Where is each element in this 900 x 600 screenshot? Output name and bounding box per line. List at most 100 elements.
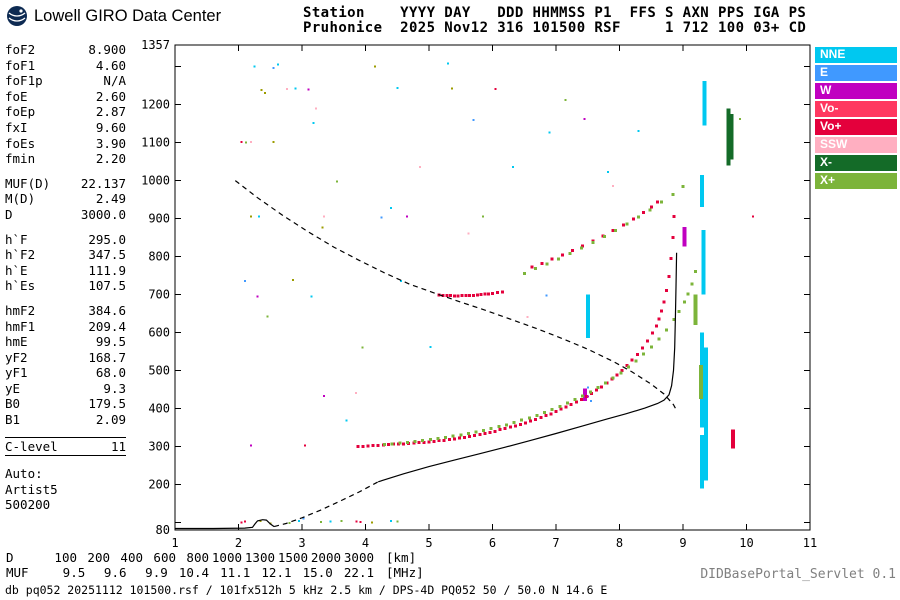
y-tick-label: 1100 [141, 136, 170, 150]
muf-row-label: MUF [6, 564, 29, 580]
param-value: 2.09 [95, 412, 126, 428]
param-row-MUF(D): MUF(D) 22.137 [5, 176, 126, 192]
param-row-h`Es: h`Es 107.5 [5, 278, 126, 294]
bars-x-plus-spread [693, 294, 703, 399]
scaled-parameters-panel: foF2 8.900 foF1 4.60 foF1p N/A foE 2.60 foEp 2.87… [5, 42, 126, 513]
muf-row-value: 9.5 [62, 564, 86, 580]
autoscaling-block: Auto: Artist5 500200 [5, 466, 126, 513]
distance-row-value: 1000 [211, 550, 242, 565]
param-row-foEp: foEp 2.87 [5, 104, 126, 120]
param-row-hmF1: hmF1 209.4 [5, 319, 126, 335]
param-value: 11 [110, 438, 126, 454]
param-row-hmF2: hmF2 384.6 [5, 303, 126, 319]
muf-row-unit: [MHz] [386, 564, 424, 580]
muf-row: MUF 9.5 9.6 9.9 10.4 11.1 12.1 15.0 22.1 [MHz] [6, 564, 424, 581]
param-name: h`F [5, 231, 28, 247]
series-noise-olive [250, 65, 453, 525]
distance-row-value: 3000 [343, 550, 374, 565]
param-value: 2.20 [95, 151, 126, 167]
distance-row-value: 2000 [310, 550, 341, 565]
muf-row-value: 10.4 [178, 564, 209, 580]
param-row-foEs: foEs 3.90 [5, 136, 126, 152]
param-name: MUF(D) [5, 175, 51, 191]
y-tick-label: 700 [148, 288, 170, 302]
param-row-foE: foE 2.60 [5, 89, 126, 105]
param-group-2: h`F 295.0 h`F2 347.5 h`E 111.9 h`Es 107.5 [5, 232, 126, 294]
series-x-trace-F [383, 270, 698, 446]
y-tick-label: 1357 [141, 38, 170, 52]
series-noise-ssw [250, 88, 615, 394]
param-name: fxI [5, 119, 28, 135]
series-noise-x-plus [245, 99, 742, 524]
x-tick-label: 1 [171, 536, 178, 550]
param-row-foF1: foF1 4.60 [5, 58, 126, 74]
distance-row-value: 600 [153, 550, 176, 565]
distance-row-value: 1300 [244, 550, 275, 565]
param-name: hmF1 [5, 318, 36, 334]
param-value: 9.3 [103, 380, 126, 396]
x-tick-label: 5 [425, 536, 432, 550]
y-tick-label: 400 [148, 402, 170, 416]
series-multiple-echo-x [522, 184, 685, 275]
legend-item-X-: X- [815, 155, 897, 171]
muf-row-value: 9.9 [145, 564, 168, 580]
plot-frame [174, 44, 811, 531]
param-value: 111.9 [88, 262, 126, 278]
param-row-c-level: C-level 11 [5, 439, 126, 455]
param-row-foF2: foF2 8.900 [5, 42, 126, 58]
y-tick-label: 900 [148, 212, 170, 226]
legend-item-W: W [815, 83, 897, 99]
param-value: 68.0 [95, 365, 126, 381]
param-row-B1: B1 2.09 [5, 412, 126, 428]
param-name: h`F2 [5, 247, 36, 263]
series-noise-e [243, 67, 592, 520]
y-tick-label: 800 [148, 250, 170, 264]
auto-line-0: Auto: [5, 466, 43, 482]
x-tick-label: 7 [552, 536, 559, 550]
param-row-h`F2: h`F2 347.5 [5, 247, 126, 263]
param-name: M(D) [5, 191, 36, 207]
param-value: 347.5 [88, 247, 126, 263]
legend-item-E: E [815, 65, 897, 81]
param-row-h`E: h`E 111.9 [5, 263, 126, 279]
x-tick-label: 8 [616, 536, 623, 550]
distance-row-unit: [km] [386, 550, 417, 565]
curve-true-height-profile-F [378, 252, 678, 483]
param-name: foF2 [5, 42, 36, 57]
series-noise-w [250, 88, 589, 447]
distance-row-value: 200 [87, 550, 110, 565]
bars-nne-spread [585, 81, 708, 489]
series-second-hop-o [437, 290, 505, 298]
param-value: 8.900 [88, 42, 126, 57]
y-tick-label: 1000 [141, 174, 170, 188]
curve-muf3000-transmission-curve [234, 180, 678, 411]
y-tick-label: 600 [148, 326, 170, 340]
param-value: 3.90 [95, 135, 126, 151]
param-name: h`Es [5, 278, 36, 294]
distance-row-value: 800 [186, 550, 209, 565]
param-value: 179.5 [88, 396, 126, 412]
bars-x-minus-spread [726, 108, 734, 166]
curve-true-height-profile-E [175, 519, 275, 530]
series-noise-vo-plus [240, 88, 754, 524]
param-value: 2.60 [95, 88, 126, 104]
legend-item-Vo+: Vo+ [815, 119, 897, 135]
param-value: 22.137 [80, 175, 126, 191]
param-name: hmE [5, 334, 28, 350]
echo-direction-legend: NNE E W Vo- Vo+ SSW X- X+ [815, 47, 897, 191]
param-group-3: hmF2 384.6 hmF1 209.4 hmE 99.5 yF2 168.7 yF1 68.0… [5, 303, 126, 428]
x-tick-label: 2 [235, 536, 242, 550]
param-row-foF1p: foF1p N/A [5, 73, 126, 89]
param-group-1: MUF(D) 22.137 M(D) 2.49 D 3000.0 [5, 176, 126, 223]
param-name: h`E [5, 262, 28, 278]
measurement-status-line: db pq052 20251112 101500.rsf / 101fx512h… [5, 583, 608, 597]
curve-profile-valley [273, 481, 379, 528]
x-tick-label: 11 [803, 536, 817, 550]
x-tick-label: 3 [298, 536, 305, 550]
servlet-version-label: DIDBasePortal_Servlet 0.1 [700, 567, 896, 582]
param-name: yF2 [5, 349, 28, 365]
muf-row-value: 12.1 [261, 564, 292, 580]
param-row-fmin: fmin 2.20 [5, 151, 126, 167]
x-tick-label: 9 [679, 536, 686, 550]
legend-item-X+: X+ [815, 173, 897, 189]
